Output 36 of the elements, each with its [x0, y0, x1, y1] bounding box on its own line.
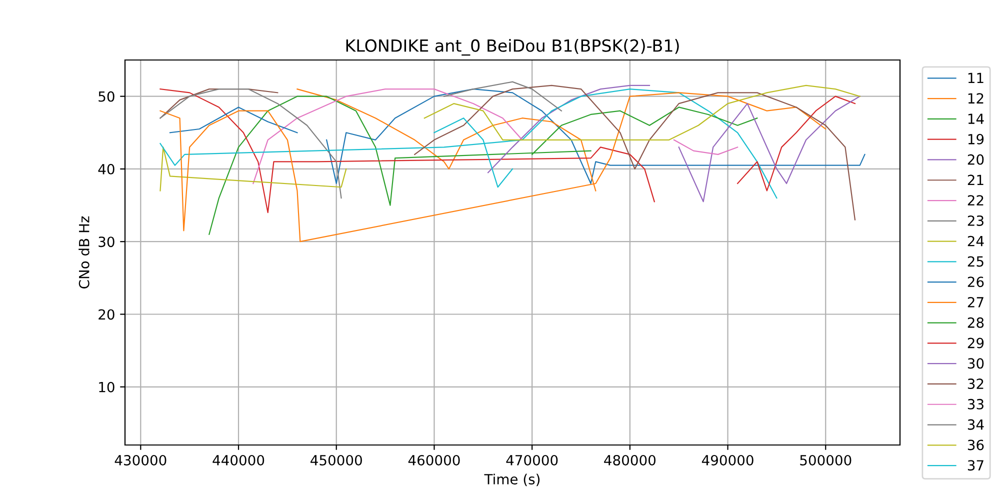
x-tick-label: 470000	[506, 454, 558, 466]
legend-label: 27	[968, 296, 984, 308]
legend-label: 14	[968, 114, 984, 124]
x-axis-title: Time (s)	[484, 474, 540, 486]
legend-label: 25	[968, 256, 984, 267]
y-tick-label: 10	[99, 382, 114, 392]
y-tick-label: 20	[98, 309, 114, 320]
legend-label: 32	[968, 378, 984, 390]
legend-label: 28	[968, 317, 984, 328]
legend-label: 33	[968, 398, 984, 410]
x-tick-label: 490000	[702, 454, 754, 466]
legend-label: 26	[968, 276, 984, 288]
legend-label: 37	[968, 460, 984, 471]
y-tick-label: 30	[98, 236, 114, 248]
legend-label: 29	[968, 338, 984, 348]
x-tick-label: 480000	[604, 454, 656, 466]
legend-label: 21	[968, 174, 984, 185]
x-tick-label: 460000	[408, 454, 460, 466]
x-tick-label: 450000	[310, 454, 362, 466]
x-tick-label: 500000	[800, 454, 852, 466]
legend-label: 19	[968, 134, 984, 144]
y-tick-label: 40	[98, 164, 114, 174]
chart-title: KLONDIKE ant_0 BeiDou B1(BPSK(2)-B1)	[346, 39, 679, 56]
legend-label: 22	[968, 195, 984, 206]
legend-label: 20	[968, 154, 984, 165]
legend-label: 11	[968, 72, 984, 84]
x-tick-label: 440000	[212, 454, 264, 466]
legend-label: 23	[968, 215, 984, 226]
legend-label: 34	[968, 419, 984, 430]
y-tick-label: 50	[98, 91, 114, 102]
x-tick-label: 430000	[114, 454, 166, 466]
legend-label: 12	[968, 93, 984, 104]
legend-label: 36	[968, 440, 984, 450]
y-axis-title: CNo dB Hz	[78, 216, 90, 288]
legend-label: 24	[968, 236, 984, 246]
legend-label: 30	[968, 358, 984, 369]
